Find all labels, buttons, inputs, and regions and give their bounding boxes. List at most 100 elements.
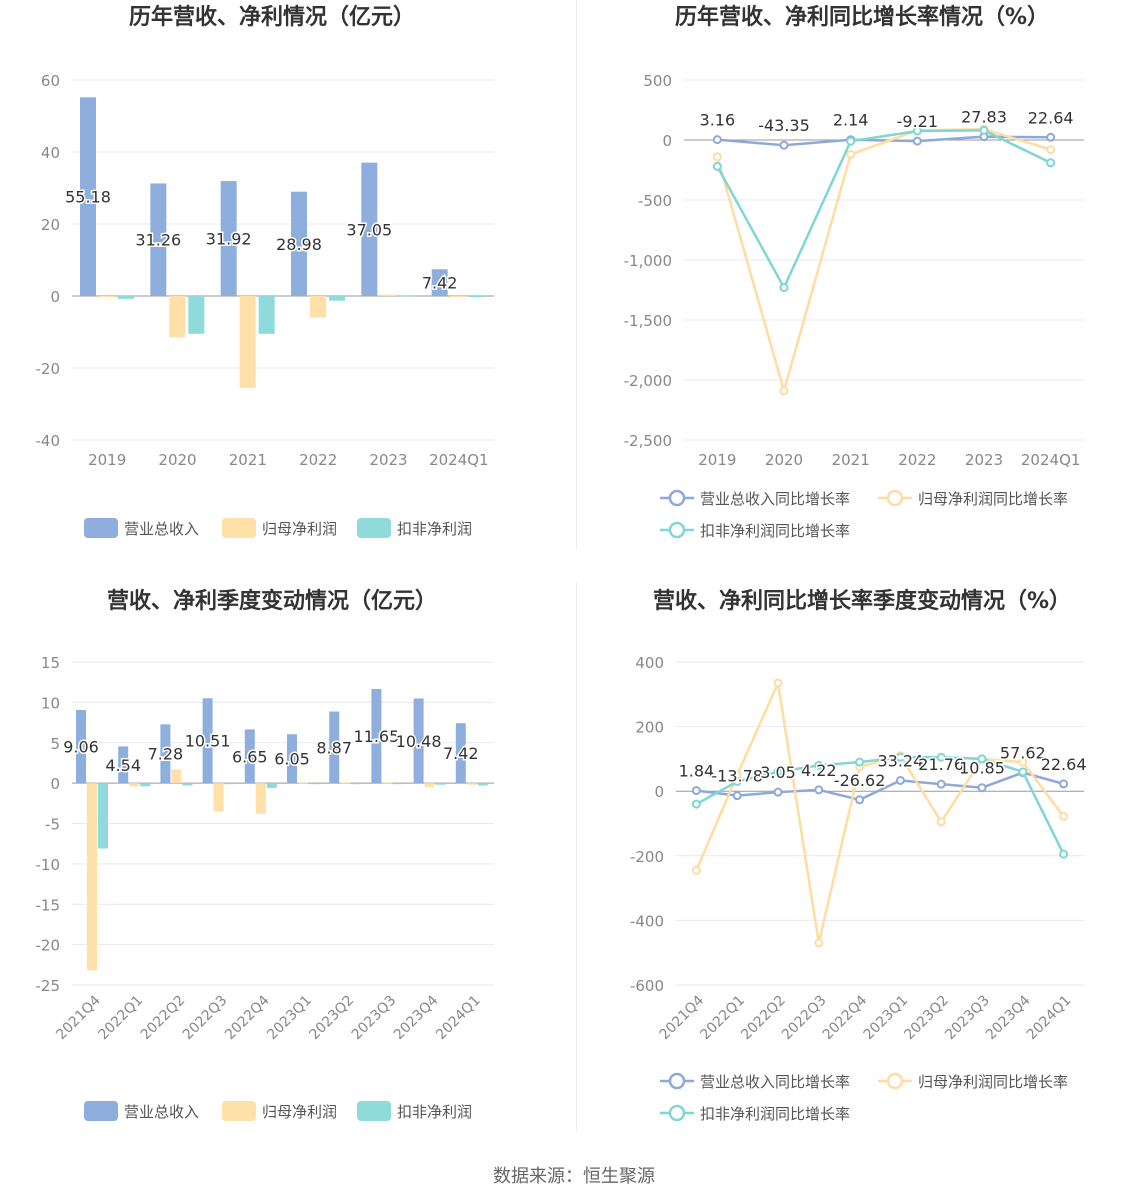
parent-profit-point — [1018, 757, 1028, 767]
y-tick-label: 400 — [635, 654, 664, 672]
parent-profit-bar — [380, 294, 397, 296]
legend-label: 扣非净利润 — [397, 520, 472, 538]
revenue-bar — [118, 746, 129, 784]
revenue-data-label: 7.42 — [443, 744, 479, 763]
annual-revenue-profit-chart: 历年营收、净利情况（亿元） 60 40 20 0 -20 -40 2019 2020 2021 20… — [0, 0, 574, 580]
deducted-profit-point — [712, 161, 722, 171]
x-tick-label: 2023Q4 — [391, 992, 442, 1043]
revenue-data-label: 10.51 — [185, 732, 231, 751]
revenue-point — [855, 795, 865, 805]
deducted-profit-point — [773, 767, 783, 777]
x-tick-label: 2021 — [832, 451, 870, 469]
revenue-point — [814, 785, 824, 795]
chart-title: 营收、净利季度变动情况（亿元） — [107, 588, 437, 614]
deducted-profit-point — [691, 799, 701, 809]
revenue-data-label: 55.18 — [65, 188, 111, 207]
deducted-profit-legend-swatch — [357, 518, 391, 538]
x-tick-label: 2022 — [299, 451, 337, 469]
revenue-point — [1046, 132, 1056, 142]
x-tick-label: 2022Q3 — [779, 993, 830, 1044]
y-tick-label: -1,000 — [624, 252, 672, 270]
deducted-profit-point — [1018, 767, 1028, 777]
deducted-profit-point — [846, 136, 856, 146]
revenue-growth-data-label: 4.22 — [801, 761, 837, 780]
y-tick-label: -10 — [36, 856, 61, 874]
x-tick-label: 2022Q3 — [180, 993, 231, 1044]
data-source-note: 数据来源：恒生聚源 — [493, 1166, 655, 1187]
deducted-profit-point — [895, 752, 905, 762]
parent-profit-bar — [466, 783, 477, 785]
parent-profit-point — [773, 678, 783, 688]
quarterly-growth-rate-svg: 营收、净利同比增长率季度变动情况（%）4002000-200-400-60020… — [630, 588, 1088, 1123]
deducted-profit-bar — [393, 783, 404, 785]
deducted-profit-line — [695, 756, 1065, 855]
y-tick-label: -5 — [45, 816, 60, 834]
x-tick-label: 2023Q1 — [861, 993, 912, 1044]
y-tick-label: -200 — [630, 848, 664, 866]
revenue-growth-data-label: 3.16 — [700, 111, 736, 130]
deducted-profit-point — [814, 760, 824, 770]
revenue-point — [732, 791, 742, 801]
parent-profit-legend-marker — [886, 489, 904, 507]
quarterly-revenue-profit-chart: 营收、净利季度变动情况（亿元） 15 10 5 0 -5 -10 -15 -20 -25 2021Q… — [0, 582, 574, 1162]
x-tick-label: 2023Q4 — [983, 992, 1034, 1043]
revenue-growth-data-label: 27.83 — [961, 108, 1007, 127]
x-tick-label: 2023Q3 — [349, 993, 400, 1044]
y-tick-label: 0 — [654, 783, 664, 801]
deducted-profit-point — [1059, 849, 1069, 859]
parent-profit-bar — [424, 783, 435, 788]
revenue-growth-data-label: 33.24 — [877, 751, 923, 770]
deducted-profit-legend-marker — [668, 521, 686, 539]
parent-profit-line — [695, 678, 1065, 944]
parent-profit-bar — [129, 783, 140, 787]
parent-profit-bar — [255, 783, 266, 814]
revenue-growth-data-label: -13.78 — [711, 767, 763, 786]
revenue-growth-data-label: 22.64 — [1028, 108, 1074, 127]
revenue-bar — [455, 723, 466, 784]
y-tick-label: -15 — [36, 896, 61, 914]
revenue-data-label: 31.92 — [206, 230, 252, 249]
y-tick-label: 0 — [50, 775, 60, 793]
chart-title: 历年营收、净利同比增长率情况（%） — [675, 4, 1049, 30]
x-tick-label: 2020 — [158, 451, 196, 469]
legend-label: 扣非净利润同比增长率 — [700, 522, 850, 540]
revenue-point — [773, 787, 783, 797]
revenue-bar — [361, 162, 378, 296]
revenue-data-label: 8.87 — [316, 738, 352, 757]
y-tick-label: 500 — [643, 72, 672, 90]
deducted-profit-bar — [140, 783, 151, 787]
parent-profit-bar — [87, 783, 97, 971]
y-tick-label: 0 — [50, 288, 60, 306]
legend-label: 营业总收入 — [124, 1103, 199, 1121]
x-tick-label: 2022Q2 — [738, 993, 789, 1044]
deducted-profit-bar — [351, 783, 362, 785]
revenue-data-label: 37.05 — [346, 220, 392, 239]
chart-title: 历年营收、净利情况（亿元） — [129, 4, 415, 30]
y-tick-label: 10 — [41, 694, 60, 712]
revenue-point — [936, 779, 946, 789]
legend-label: 扣非净利润同比增长率 — [700, 1105, 850, 1123]
x-tick-label: 2022Q4 — [222, 992, 273, 1043]
revenue-data-label: 4.54 — [105, 756, 141, 775]
deducted-profit-legend-marker — [668, 1104, 686, 1122]
y-tick-label: -40 — [36, 432, 61, 450]
parent-profit-bar — [450, 296, 467, 297]
deducted-profit-bar — [118, 296, 134, 299]
x-tick-label: 2024Q1 — [1024, 993, 1075, 1044]
y-tick-label: 40 — [41, 144, 60, 162]
y-tick-label: 60 — [41, 72, 60, 90]
parent-profit-point — [936, 817, 946, 827]
revenue-legend-swatch — [84, 1101, 118, 1121]
revenue-bar — [371, 689, 382, 784]
revenue-growth-data-label: -9.21 — [897, 112, 938, 131]
parent-profit-point — [691, 865, 701, 875]
parent-profit-point — [1059, 811, 1069, 821]
revenue-growth-data-label: 10.85 — [959, 759, 1005, 778]
y-tick-label: 0 — [662, 132, 672, 150]
y-tick-label: -25 — [36, 977, 61, 995]
revenue-growth-data-label: -26.62 — [834, 771, 886, 790]
y-tick-label: -2,000 — [624, 372, 672, 390]
deducted-profit-point — [912, 126, 922, 136]
x-tick-label: 2022 — [898, 451, 936, 469]
revenue-point — [912, 136, 922, 146]
